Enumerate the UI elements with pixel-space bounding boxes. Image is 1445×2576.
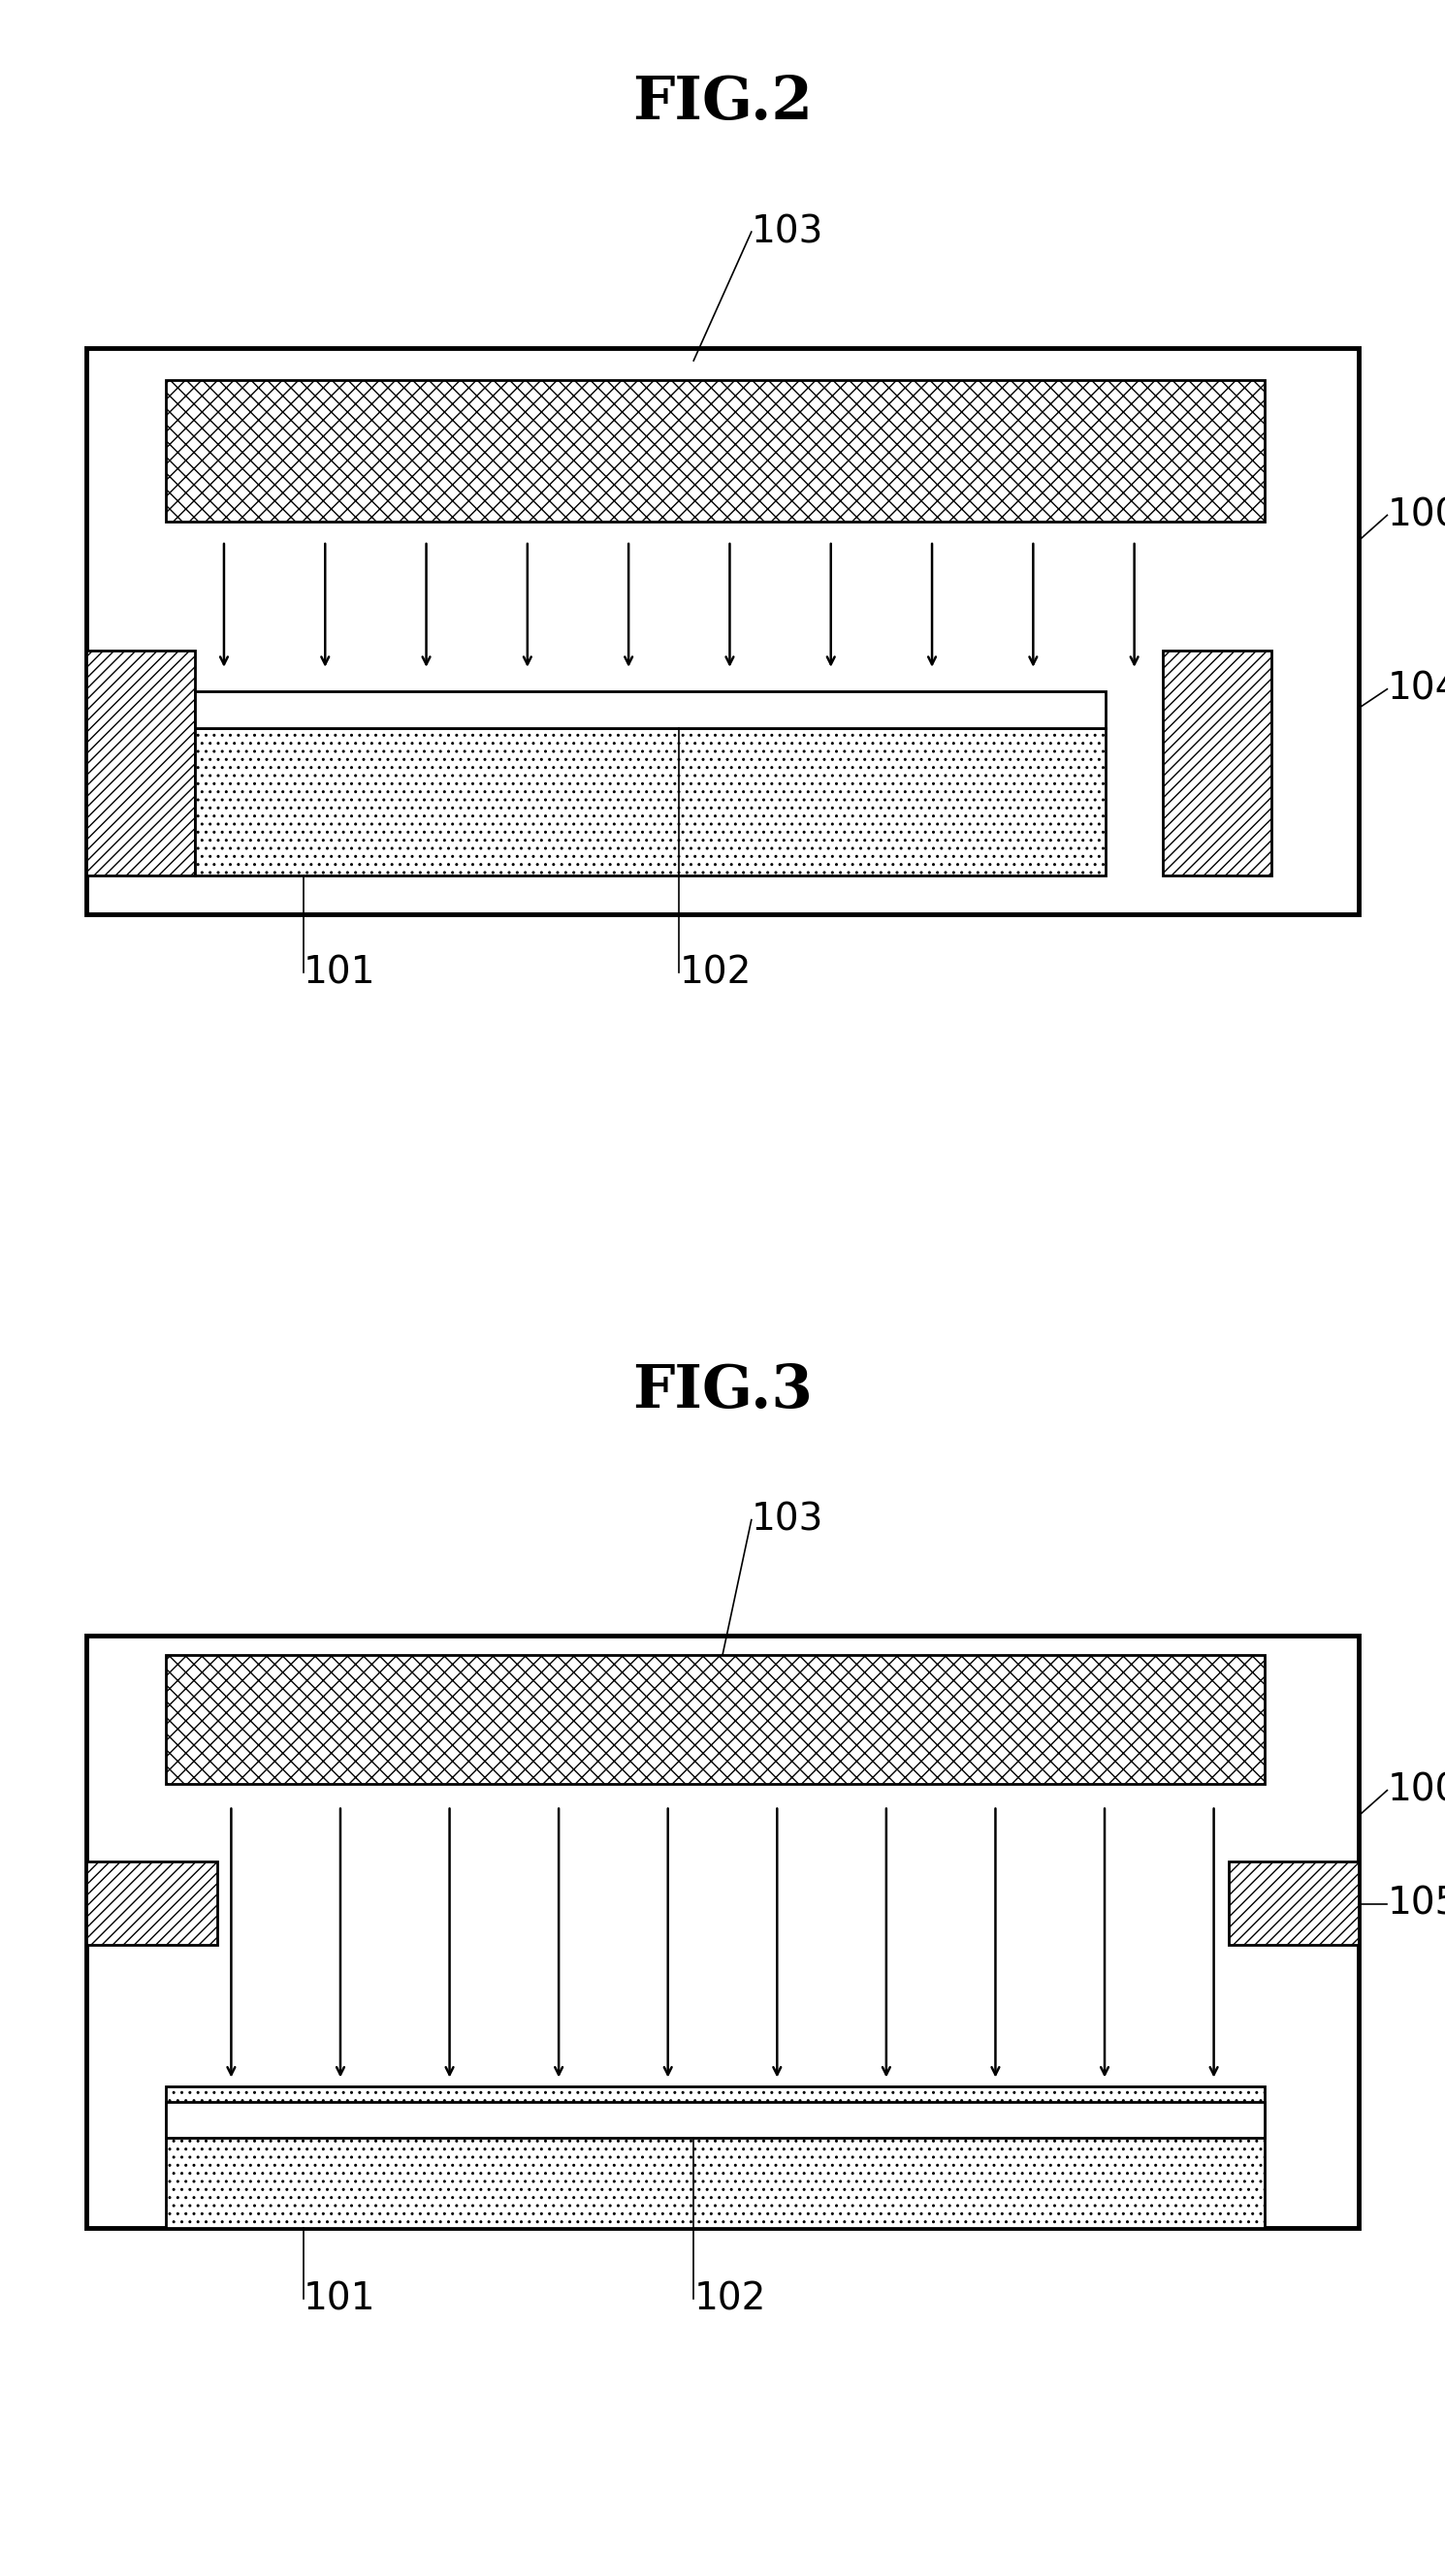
- Bar: [1163, 652, 1272, 876]
- Text: FIG.3: FIG.3: [633, 1363, 812, 1419]
- Text: 100: 100: [1387, 497, 1445, 533]
- Bar: [87, 1860, 217, 1945]
- Bar: [195, 729, 1105, 876]
- Bar: [195, 690, 1105, 726]
- Text: 100: 100: [1387, 1772, 1445, 1808]
- Text: 101: 101: [303, 2280, 376, 2318]
- Bar: [1228, 1860, 1358, 1945]
- Bar: [87, 1636, 1358, 2228]
- Text: 105: 105: [1387, 1886, 1445, 1922]
- Text: 103: 103: [751, 214, 824, 250]
- Text: 103: 103: [751, 1502, 824, 1538]
- Bar: [166, 2102, 1264, 2138]
- Bar: [166, 381, 1264, 520]
- Text: 102: 102: [694, 2280, 766, 2318]
- Text: 101: 101: [303, 953, 376, 992]
- Text: FIG.2: FIG.2: [633, 75, 812, 131]
- Bar: [87, 348, 1358, 914]
- Bar: [166, 1654, 1264, 1783]
- Text: 102: 102: [679, 953, 751, 992]
- Bar: [87, 652, 195, 876]
- Bar: [166, 2087, 1264, 2228]
- Text: 104: 104: [1387, 670, 1445, 708]
